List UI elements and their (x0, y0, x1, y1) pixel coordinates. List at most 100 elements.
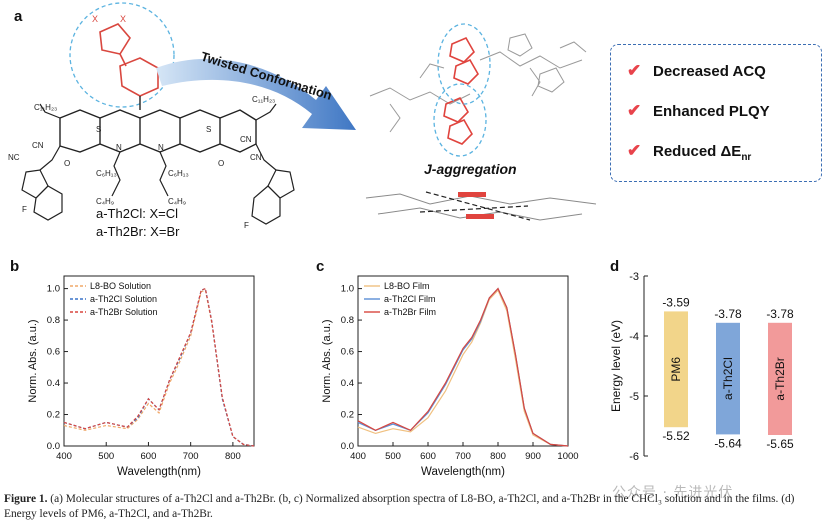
energy-level-chart: -6 -5 -4 -3 Energy level (eV) -3.59 -5.52 PM6 -3… (609, 271, 794, 463)
side-chain-c6-right: C₆H₁₃ (168, 169, 189, 178)
y-tick-label: 0.6 (47, 347, 60, 358)
panel-label-d: d (610, 258, 620, 275)
y-tick-label: 0.8 (47, 315, 60, 326)
j-aggregation-image: J-aggregation (365, 23, 597, 221)
benefit-enhanced-plqy: ✔ Enhanced PLQY (627, 101, 770, 121)
x-tick-label: 800 (490, 451, 506, 462)
panel-label-a: a (14, 8, 23, 25)
y-tick-label: 0.0 (47, 441, 60, 452)
check-icon: ✔ (627, 101, 642, 120)
y-tick-label: 0.0 (341, 441, 354, 452)
x-axis-label: Wavelength(nm) (117, 466, 201, 478)
benefit-subscript: nr (741, 152, 752, 163)
atom-s-left: S (96, 125, 101, 134)
bar-name-1: PM6 (669, 357, 683, 382)
lumo-label-2: -3.78 (714, 307, 742, 321)
legend-label-2: a-Th2Cl Film (384, 294, 436, 304)
atom-cn-right: CN (240, 135, 252, 144)
bar-name-2: a-Th2Cl (721, 357, 735, 400)
panel-label-c: c (316, 258, 325, 275)
atom-o-right: O (218, 159, 224, 168)
j-aggregation-label: J-aggregation (424, 161, 517, 177)
legend-th2cl: a-Th2Cl: X=Cl (96, 206, 178, 221)
y-tick-label: 0.6 (341, 347, 354, 358)
atom-f-right: F (244, 221, 249, 230)
check-icon: ✔ (627, 61, 642, 80)
y-tick-label: 1.0 (341, 284, 354, 295)
caption-label: Figure 1. (4, 493, 48, 505)
legend-label-3: a-Th2Br Solution (90, 307, 158, 317)
absorption-solution-chart: 400 500 600 700 800 0.0 0.2 0.4 0.6 0.8 1.0 Wavelen… (27, 275, 255, 478)
check-icon: ✔ (627, 141, 642, 160)
x-tick-label: 400 (350, 451, 366, 462)
y-tick-label: -5 (629, 391, 639, 403)
atom-cn-right-2: CN (250, 153, 262, 162)
side-chain-c11-right: C₁₁H₂₃ (252, 95, 275, 104)
y-tick-label: 1.0 (47, 284, 60, 295)
x-tick-label: 600 (420, 451, 436, 462)
homo-label-3: -5.65 (766, 437, 794, 451)
atom-nc-left: NC (8, 153, 20, 162)
caption-text: (a) Molecular structures of a-Th2Cl and … (4, 493, 795, 520)
thiophene-ring (99, 23, 131, 55)
panel-label-b: b (10, 258, 20, 275)
legend-th2br: a-Th2Br: X=Br (96, 224, 180, 239)
atom-n-right: N (158, 143, 164, 152)
series-line-1 (357, 289, 569, 447)
pyrimidine-ring (119, 57, 159, 97)
absorption-film-chart: 400 500 600 700 800 900 1000 0.0 0.2 0.4 0.6 0.8 1.0… (321, 275, 579, 478)
energy-bar-3 (768, 322, 792, 435)
side-chain-c4-left: C₄H₉ (96, 197, 114, 206)
homo-label-1: -5.52 (662, 429, 690, 443)
lumo-label-1: -3.59 (662, 295, 690, 309)
y-tick-label: 0.8 (341, 315, 354, 326)
substituent-x-1: X (92, 14, 98, 24)
y-tick-label: -3 (629, 271, 639, 283)
legend-label-3: a-Th2Br Film (384, 307, 436, 317)
benefit-reduced-energy-loss: ✔ Reduced ΔEnr (627, 141, 751, 163)
series-line-3 (357, 287, 569, 447)
x-tick-label: 700 (455, 451, 471, 462)
series-line-3 (63, 287, 255, 447)
energy-bar-1 (664, 311, 688, 428)
x-tick-label: 700 (183, 451, 199, 462)
y-axis-label: Norm. Abs. (a.u.) (27, 319, 39, 402)
atom-o-left: O (64, 159, 70, 168)
molecule-structure: X X C₁₁H₂₃ C₁₁H₂₃ C₆H₁₃ C₆H₁₃ C₄H₉ C₄H₉ … (8, 2, 295, 239)
x-tick-label: 1000 (557, 451, 578, 462)
side-chain-c6-left: C₆H₁₃ (96, 169, 117, 178)
y-tick-label: 0.4 (341, 378, 354, 389)
x-tick-label: 500 (98, 451, 114, 462)
benefit-text-1: Decreased ACQ (653, 63, 766, 80)
x-tick-label: 400 (56, 451, 72, 462)
series-line-2 (63, 287, 255, 447)
side-chain-c11-left: C₁₁H₂₃ (34, 103, 57, 112)
benefit-text-2: Enhanced PLQY (653, 103, 770, 120)
x-axis-label: Wavelength(nm) (421, 466, 505, 478)
y-tick-label: 0.4 (47, 378, 60, 389)
y-axis-label: Energy level (eV) (609, 320, 623, 412)
atom-cn-left: CN (32, 141, 44, 150)
substituent-x-2: X (120, 14, 126, 24)
benefit-text-3: Reduced ΔE (653, 143, 742, 160)
x-tick-label: 600 (141, 451, 157, 462)
y-tick-label: -6 (629, 451, 639, 463)
y-axis-label: Norm. Abs. (a.u.) (321, 319, 333, 402)
twisted-conformation-arrow: Twisted Conformation (156, 49, 356, 130)
lumo-label-3: -3.78 (766, 307, 794, 321)
plot-frame (63, 275, 255, 447)
legend-label-1: L8-BO Solution (90, 281, 151, 291)
highlight-circle (69, 2, 175, 108)
watermark: 公众号 · 先进光伏 (612, 485, 734, 501)
series-line-1 (63, 289, 255, 447)
legend-label-1: L8-BO Film (384, 281, 430, 291)
benefits-box: ✔ Decreased ACQ ✔ Enhanced PLQY ✔ Reduced Δ… (610, 44, 822, 182)
homo-label-2: -5.64 (714, 436, 742, 450)
side-chain-c4-right: C₄H₉ (168, 197, 186, 206)
atom-n-left: N (116, 143, 122, 152)
y-tick-label: 0.2 (47, 410, 60, 421)
figure-caption: Figure 1. (a) Molecular structures of a-… (4, 492, 826, 522)
benefit-decreased-acq: ✔ Decreased ACQ (627, 61, 766, 81)
atom-f-left: F (22, 205, 27, 214)
x-tick-label: 800 (225, 451, 241, 462)
